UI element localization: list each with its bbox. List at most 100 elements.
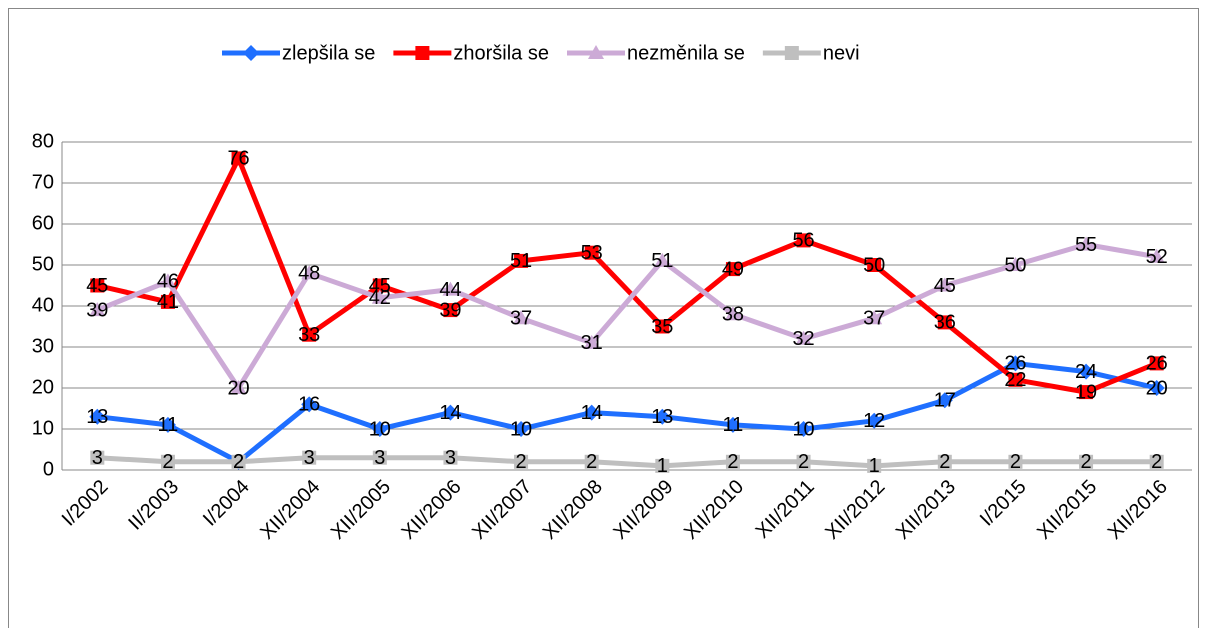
marker <box>867 258 882 272</box>
marker <box>231 151 246 166</box>
marker <box>1148 380 1165 396</box>
legend-label: nevi <box>823 42 860 64</box>
data-label: 31 <box>581 332 603 354</box>
data-label: 50 <box>1004 254 1026 276</box>
data-label: 49 <box>722 258 744 280</box>
y-tick-label: 10 <box>32 417 54 439</box>
data-label: 10 <box>792 418 814 440</box>
data-label: 20 <box>1146 377 1168 399</box>
data-label: 45 <box>369 275 391 297</box>
data-label: 2 <box>162 451 173 473</box>
data-label: 12 <box>863 410 885 432</box>
data-label: 46 <box>157 271 179 293</box>
data-label: 39 <box>86 299 108 321</box>
marker <box>1079 454 1094 469</box>
marker <box>513 421 530 437</box>
marker <box>442 404 459 421</box>
x-tick-label: XII/2006 <box>397 476 465 544</box>
x-tick-label: XII/2010 <box>680 476 748 544</box>
data-label: 19 <box>1075 381 1097 403</box>
y-tick-label: 40 <box>32 294 54 316</box>
marker <box>371 421 388 437</box>
marker <box>302 450 317 465</box>
marker <box>725 262 740 277</box>
marker <box>513 310 530 325</box>
data-label: 51 <box>510 250 532 272</box>
x-tick-label: XII/2015 <box>1033 476 1101 544</box>
data-label: 3 <box>304 447 315 469</box>
x-tick-label: XII/2009 <box>609 476 677 544</box>
marker <box>514 454 529 469</box>
data-label: 35 <box>651 316 673 338</box>
data-label: 13 <box>86 406 108 428</box>
x-tick-label: I/2002 <box>58 476 113 531</box>
data-label: 3 <box>445 447 456 469</box>
data-label: 41 <box>157 291 179 313</box>
y-tick-label: 20 <box>32 376 54 398</box>
x-tick-label: XII/2011 <box>752 476 819 543</box>
data-label: 37 <box>863 308 885 330</box>
data-label: 2 <box>1151 451 1162 473</box>
data-label: 39 <box>439 299 461 321</box>
marker <box>89 408 106 425</box>
marker <box>442 281 459 296</box>
data-label: 2 <box>233 451 244 473</box>
marker <box>371 289 388 304</box>
data-label: 51 <box>651 250 673 272</box>
marker <box>1149 454 1164 469</box>
data-label: 1 <box>657 455 668 477</box>
data-label: 26 <box>1146 353 1168 375</box>
marker <box>443 303 458 318</box>
y-tick-label: 0 <box>43 458 54 480</box>
data-label: 42 <box>369 287 391 309</box>
data-label: 17 <box>934 390 956 412</box>
data-label: 13 <box>651 406 673 428</box>
series-line <box>97 360 1158 465</box>
data-label: 37 <box>510 308 532 330</box>
marker <box>796 454 811 469</box>
marker <box>159 273 176 288</box>
x-tick-label: XII/2007 <box>468 476 536 544</box>
marker <box>654 408 671 425</box>
data-label: 2 <box>939 451 950 473</box>
marker <box>936 277 953 292</box>
marker <box>230 380 247 394</box>
data-label: 45 <box>86 275 108 297</box>
series-line <box>97 455 1157 469</box>
data-label: 16 <box>298 394 320 416</box>
data-label: 2 <box>1010 451 1021 473</box>
marker <box>795 421 812 437</box>
marker <box>302 327 317 342</box>
marker <box>867 458 882 473</box>
marker <box>89 302 106 317</box>
marker <box>583 404 600 421</box>
legend-label: nezměnila se <box>627 42 745 64</box>
data-label: 32 <box>792 328 814 350</box>
data-label: 53 <box>581 242 603 264</box>
marker <box>301 265 318 280</box>
chart-border <box>8 8 1199 633</box>
marker <box>1008 372 1023 387</box>
data-label: 44 <box>439 279 461 301</box>
data-label: 1 <box>869 455 880 477</box>
data-label: 36 <box>934 312 956 334</box>
data-label: 50 <box>863 254 885 276</box>
marker <box>584 454 599 469</box>
data-label: 3 <box>92 447 103 469</box>
data-label: 14 <box>439 402 461 424</box>
data-label: 24 <box>1075 361 1097 383</box>
x-tick-label: XII/2005 <box>327 476 395 544</box>
x-tick-label: II/2003 <box>124 476 183 535</box>
data-label: 26 <box>1004 353 1026 375</box>
data-label: 11 <box>158 414 179 436</box>
data-label: 2 <box>798 451 809 473</box>
marker <box>372 450 387 465</box>
marker <box>1079 385 1094 400</box>
marker <box>160 294 175 309</box>
x-tick-label: XII/2012 <box>821 476 889 544</box>
y-tick-label: 70 <box>32 171 54 193</box>
marker <box>443 450 458 465</box>
marker <box>724 416 741 433</box>
marker <box>655 458 670 473</box>
data-label: 76 <box>227 148 249 170</box>
